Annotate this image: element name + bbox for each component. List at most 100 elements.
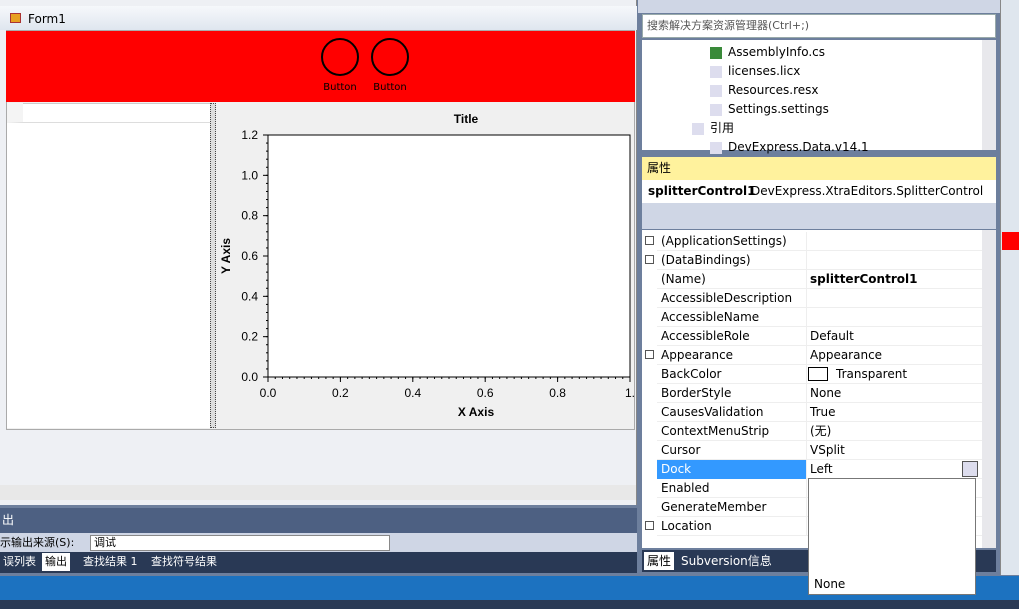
tree-item[interactable]: Settings.settings — [728, 102, 829, 116]
property-value[interactable]: (无) — [810, 424, 832, 438]
dropdown-button — [962, 461, 978, 477]
grid-row-line — [657, 345, 982, 346]
dropdown-option[interactable]: None — [814, 577, 846, 591]
property-name[interactable]: GenerateMember — [661, 500, 767, 514]
x-axis-label: X Axis — [458, 405, 495, 419]
properties-tab[interactable]: 属性 — [644, 552, 675, 570]
properties-object-type: DevExpress.XtraEditors.SplitterControl — [751, 184, 984, 198]
tree-icon — [710, 142, 722, 154]
splitter — [210, 103, 216, 428]
output-title: 出 — [2, 513, 15, 527]
red-panel — [6, 31, 635, 102]
button-label[interactable]: Button — [373, 82, 407, 93]
property-value[interactable]: Default — [810, 329, 854, 343]
grid-row-line — [657, 364, 982, 365]
properties-toolbar — [642, 203, 996, 229]
grid-row-line — [657, 440, 982, 441]
grid-row-line — [657, 269, 982, 270]
output-tabs — [0, 552, 637, 573]
property-value[interactable]: splitterControl1 — [810, 272, 918, 286]
properties-tab[interactable]: Subversion信息 — [681, 554, 772, 568]
side-window — [1000, 0, 1019, 575]
output-tab[interactable]: 误列表 — [3, 555, 36, 568]
tree-item[interactable]: DevExpress.Data.v14.1 — [728, 140, 869, 154]
expand-box — [645, 350, 654, 359]
chart-title: Title — [454, 112, 479, 126]
column-divider — [806, 232, 807, 536]
property-name[interactable]: Enabled — [661, 481, 710, 495]
tree-item[interactable]: AssemblyInfo.cs — [728, 45, 826, 59]
x-tick-label: 0.8 — [549, 386, 566, 400]
side-red — [1002, 232, 1019, 250]
property-name[interactable]: ContextMenuStrip — [661, 424, 770, 438]
y-axis-label: Y Axis — [219, 238, 233, 274]
color-swatch — [808, 367, 828, 381]
h-scrollbar — [0, 485, 636, 500]
tree-item[interactable]: licenses.licx — [728, 64, 801, 78]
vs-toolbar — [638, 0, 1000, 13]
property-name[interactable]: (DataBindings) — [661, 253, 751, 267]
property-value[interactable]: None — [810, 386, 842, 400]
output-titlebar — [0, 508, 637, 533]
property-value[interactable]: Appearance — [810, 348, 883, 362]
property-name[interactable]: AccessibleDescription — [661, 291, 793, 305]
grid-row-line — [657, 326, 982, 327]
tree-icon — [710, 85, 722, 97]
property-value[interactable]: True — [810, 405, 836, 419]
tree-item[interactable]: 引用 — [710, 121, 735, 135]
tree-icon — [692, 123, 704, 135]
properties-title: 属性 — [647, 161, 672, 175]
properties-object-name: splitterControl1 — [648, 184, 756, 198]
y-tick-label: 0.8 — [241, 209, 258, 223]
grid-row-line — [657, 250, 982, 251]
x-tick-label: 1. — [625, 386, 635, 400]
grid-row-line — [657, 421, 982, 422]
expand-box — [645, 255, 654, 264]
grid-row-line — [657, 288, 982, 289]
round-button[interactable] — [371, 38, 409, 76]
expand-box — [645, 236, 654, 245]
property-value[interactable]: Left — [810, 462, 833, 476]
output-tab[interactable]: 输出 — [42, 553, 70, 571]
form-titlebar — [0, 6, 637, 30]
property-name[interactable]: Appearance — [661, 348, 734, 362]
property-value[interactable]: VSplit — [810, 443, 845, 457]
property-name[interactable]: (ApplicationSettings) — [661, 234, 787, 248]
property-name[interactable]: BorderStyle — [661, 386, 732, 400]
property-value[interactable]: Transparent — [836, 367, 908, 381]
grid-row-line — [657, 402, 982, 403]
y-tick-label: 0.0 — [241, 370, 258, 384]
property-name[interactable]: BackColor — [661, 367, 722, 381]
left-panel — [7, 103, 210, 428]
tree-icon — [710, 104, 722, 116]
button-label[interactable]: Button — [323, 82, 357, 93]
property-name[interactable]: AccessibleName — [661, 310, 760, 324]
tree-icon — [710, 66, 722, 78]
output-source-box — [90, 535, 390, 551]
form-icon — [10, 13, 21, 23]
property-name[interactable]: CausesValidation — [661, 405, 764, 419]
x-tick-label: 0.2 — [332, 386, 349, 400]
property-name[interactable]: Cursor — [661, 443, 701, 457]
grid-row-line — [657, 459, 982, 460]
plot-area — [267, 134, 631, 378]
property-name[interactable]: Dock — [661, 462, 692, 476]
search-placeholder[interactable]: 搜索解决方案资源管理器(Ctrl+;) — [647, 19, 810, 32]
output-source-value[interactable]: 调试 — [94, 536, 116, 549]
round-button[interactable] — [321, 38, 359, 76]
row-selected — [657, 460, 806, 479]
chart: Title X Axis Y Axis 0.0 0.2 0.4 0.6 0.8 1. 0.0 0.2… — [219, 112, 635, 419]
tree-icon — [710, 47, 722, 59]
property-name[interactable]: AccessibleRole — [661, 329, 750, 343]
output-tab[interactable]: 查找结果 1 — [83, 555, 138, 568]
tree-item[interactable]: Resources.resx — [728, 83, 819, 97]
output-source-label: 示输出来源(S): — [0, 536, 75, 549]
property-name[interactable]: Location — [661, 519, 712, 533]
properties-object — [642, 180, 996, 203]
x-tick-label: 0.0 — [260, 386, 277, 400]
output-tab[interactable]: 查找符号结果 — [151, 555, 217, 568]
property-name[interactable]: (Name) — [661, 272, 706, 286]
grid-row-line — [657, 383, 982, 384]
grid-row-line — [657, 307, 982, 308]
